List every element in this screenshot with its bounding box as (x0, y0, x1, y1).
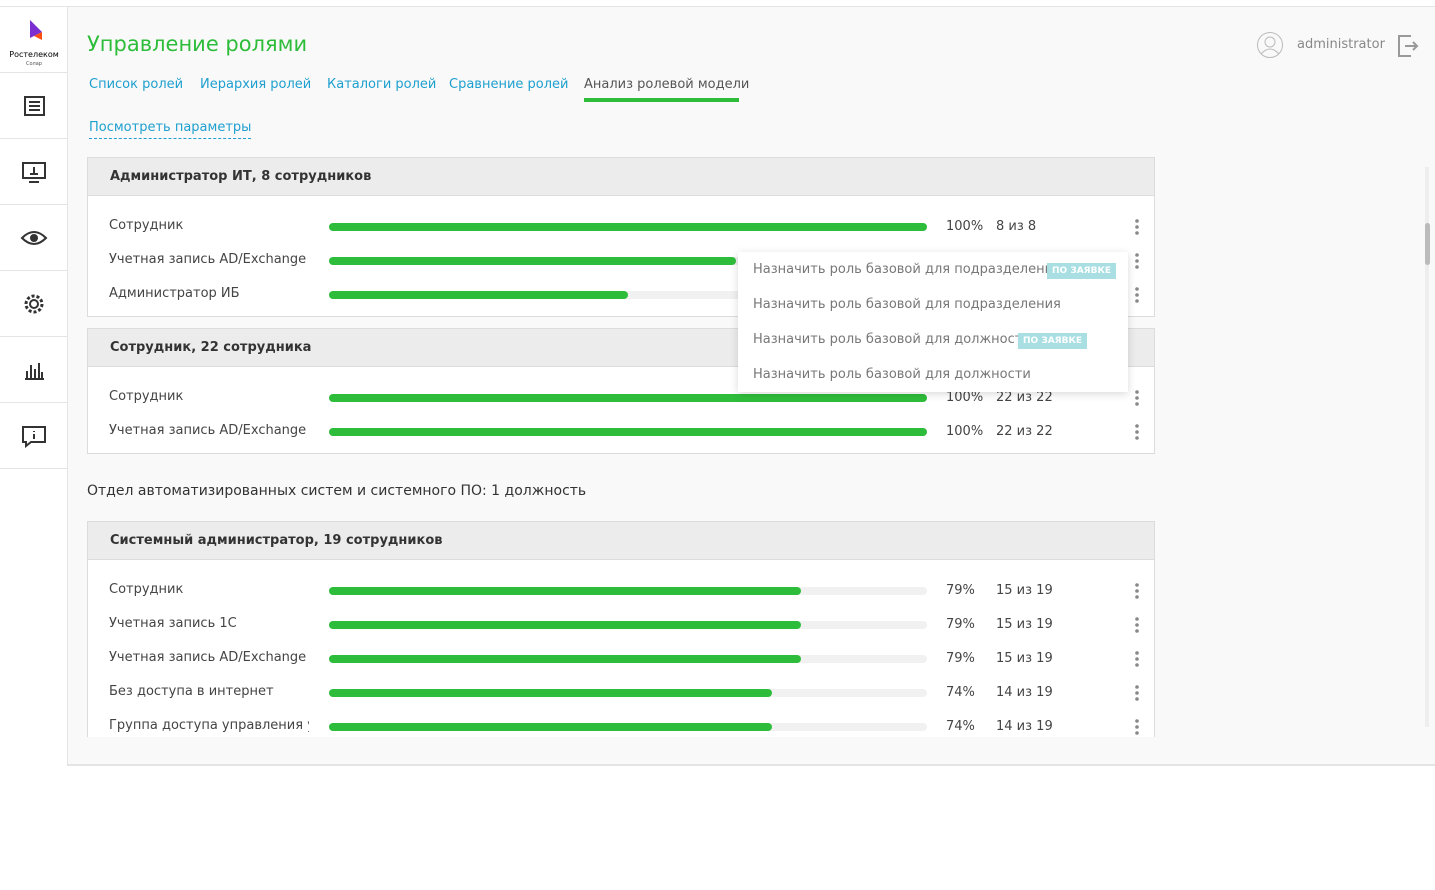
row-actions[interactable] (1133, 286, 1141, 304)
progress-bar (329, 587, 802, 595)
progress-bar (329, 428, 927, 436)
progress-bar (329, 655, 802, 663)
logout-icon[interactable] (1397, 34, 1419, 58)
progress-bar (329, 723, 772, 731)
page-title: Управление ролями (87, 32, 308, 56)
progress-bar (329, 291, 628, 299)
row-count: 22 из 22 (996, 424, 1053, 439)
scrollbar (1424, 155, 1432, 740)
params-link[interactable]: Посмотреть параметры (89, 120, 252, 139)
row-actions[interactable] (1133, 616, 1141, 634)
logo-sub: Солар (26, 61, 42, 67)
nav-monitor[interactable] (0, 139, 67, 205)
tab[interactable]: Каталоги ролей (327, 77, 437, 92)
tab[interactable]: Список ролей (89, 77, 184, 92)
progress-bar (329, 394, 927, 402)
row-actions[interactable] (1133, 389, 1141, 407)
nav-view[interactable] (0, 205, 67, 271)
sidebar: Ростелеком Солар (0, 6, 68, 764)
row-count: 22 из 22 (996, 390, 1053, 405)
logo[interactable]: Ростелеком Солар (0, 7, 67, 73)
row-actions[interactable] (1133, 718, 1141, 736)
logo-icon: Ростелеком Солар (9, 19, 59, 67)
row-actions[interactable] (1133, 252, 1141, 270)
row-name: Сотрудник (109, 389, 184, 404)
nav-reports[interactable] (0, 337, 67, 403)
menu-item[interactable]: Назначить роль базовой для подразделения (753, 262, 1061, 277)
row-count: 14 из 19 (996, 719, 1053, 734)
row-percent: 79% (946, 583, 975, 598)
row-name: Без доступа в интернет (109, 684, 274, 699)
tab-underline (584, 98, 739, 102)
nav-info[interactable] (0, 403, 67, 469)
progress-bar (329, 621, 802, 629)
logo-text: Ростелеком (9, 50, 59, 59)
user-name[interactable]: administrator (1297, 37, 1385, 52)
row-name: Учетная запись AD/Exchange (109, 423, 307, 438)
row-percent: 79% (946, 651, 975, 666)
row-name: Администратор ИБ (109, 286, 240, 301)
tab[interactable]: Иерархия ролей (200, 77, 312, 92)
row-actions[interactable] (1133, 423, 1141, 441)
row-percent: 100% (946, 424, 984, 439)
row-name: Сотрудник (109, 218, 184, 233)
nav-settings[interactable] (0, 271, 67, 337)
row-count: 8 из 8 (996, 219, 1037, 234)
row-percent: 74% (946, 685, 975, 700)
row-actions[interactable] (1133, 218, 1141, 236)
row-percent: 100% (946, 390, 984, 405)
tab[interactable]: Анализ ролевой модели (584, 77, 750, 92)
menu-item[interactable]: Назначить роль базовой для подразделения (753, 297, 1061, 312)
groups-list: Администратор ИТ, 8 сотрудников Сотрудник… (87, 157, 1157, 737)
tab[interactable]: Сравнение ролей (449, 77, 569, 92)
row-actions[interactable] (1133, 650, 1141, 668)
group-header: Администратор ИТ, 8 сотрудников (87, 157, 1155, 196)
row-name: Учетная запись 1С (109, 616, 237, 631)
progress-bar (329, 223, 927, 231)
user-icon (1257, 32, 1283, 58)
row-name: Учетная запись AD/Exchange (109, 650, 307, 665)
row-actions[interactable] (1133, 684, 1141, 702)
row-name: Группа доступа управления у... (109, 718, 309, 733)
progress-track (329, 291, 927, 299)
row-name: Учетная запись AD/Exchange (109, 252, 307, 267)
row-name: Сотрудник (109, 582, 184, 597)
department-title: Отдел автоматизированных систем и систем… (87, 483, 587, 499)
row-percent: 79% (946, 617, 975, 632)
row-count: 14 из 19 (996, 685, 1053, 700)
row-actions[interactable] (1133, 582, 1141, 600)
progress-bar (329, 257, 736, 265)
group-header: Системный администратор, 19 сотрудников (87, 521, 1155, 560)
request-tag: ПО ЗАЯВКЕ (1047, 263, 1116, 279)
row-percent: 74% (946, 719, 975, 734)
nav-docs[interactable] (0, 73, 67, 139)
menu-item[interactable]: Назначить роль базовой для должности (753, 332, 1031, 347)
progress-bar (329, 689, 772, 697)
row-count: 15 из 19 (996, 583, 1053, 598)
context-menu: Назначить роль базовой для подразделения… (738, 252, 1128, 392)
row-count: 15 из 19 (996, 617, 1053, 632)
request-tag: ПО ЗАЯВКЕ (1018, 333, 1087, 349)
row-count: 15 из 19 (996, 651, 1053, 666)
menu-item[interactable]: Назначить роль базовой для должности (753, 367, 1031, 382)
row-percent: 100% (946, 219, 984, 234)
